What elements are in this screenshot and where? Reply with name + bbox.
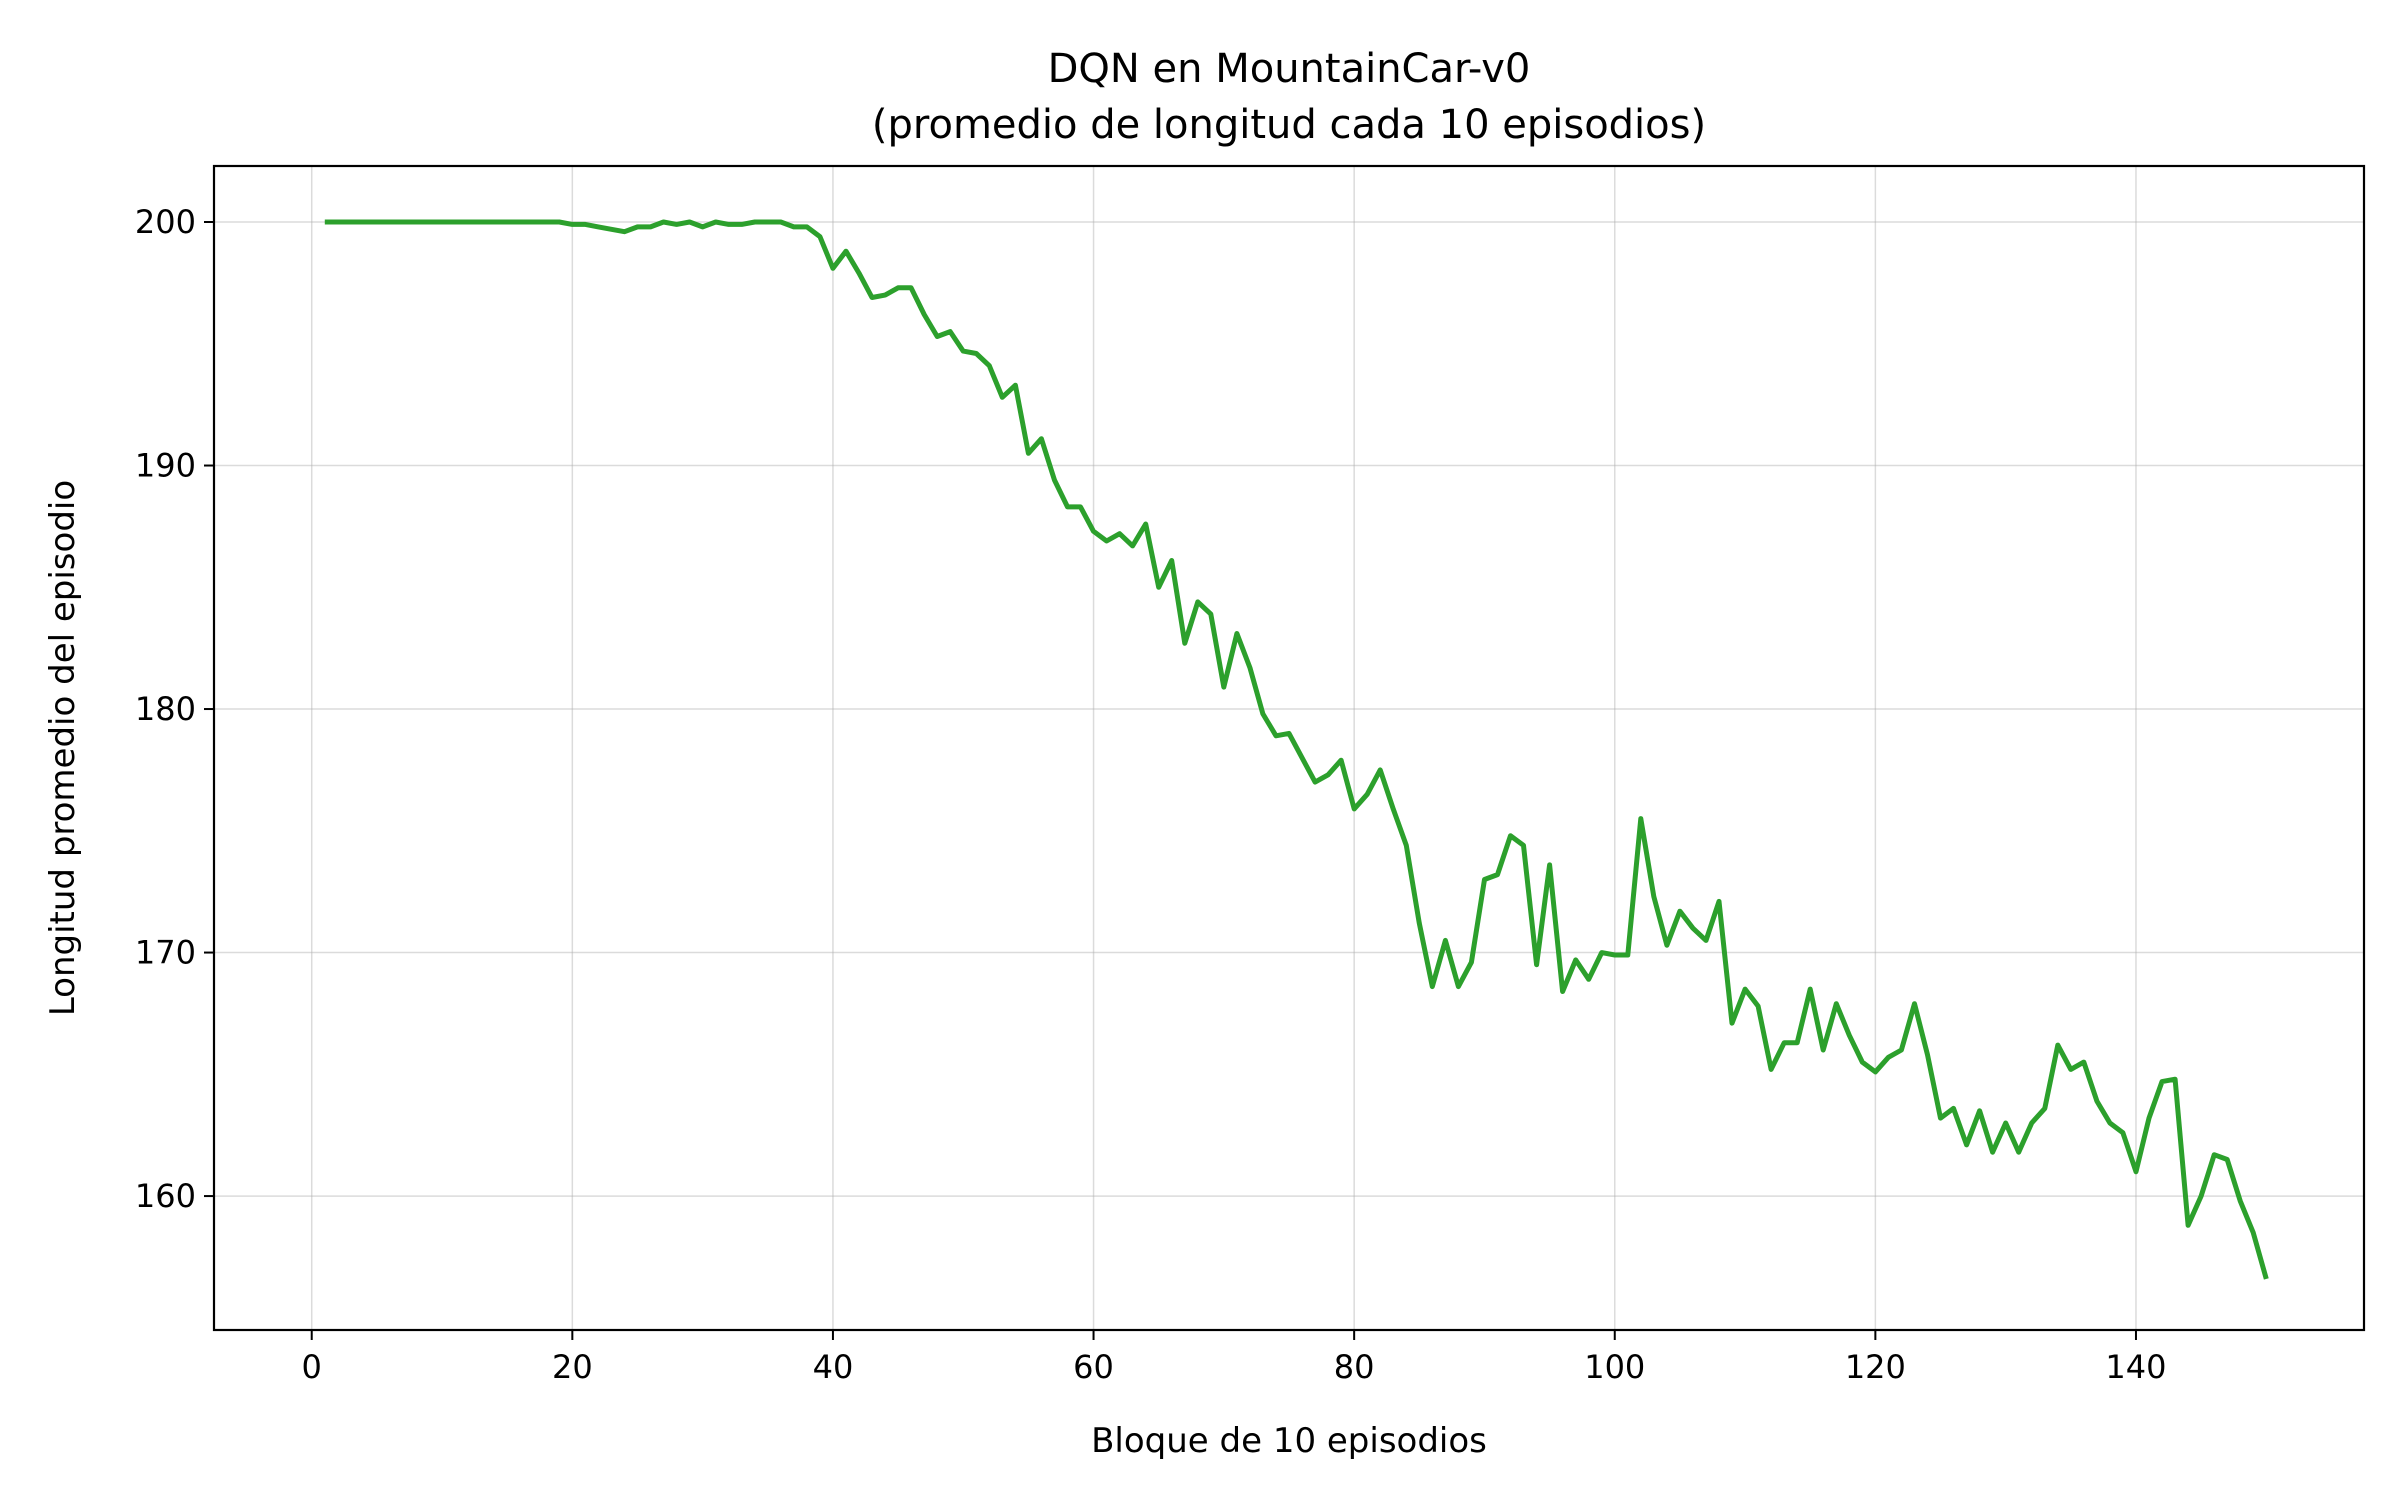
x-tick-label: 40 [813,1348,854,1386]
x-tick-label: 20 [552,1348,593,1386]
y-tick-label: 160 [135,1177,196,1215]
chart-title-line1: DQN en MountainCar-v0 [1048,46,1531,92]
grid [214,166,2364,1330]
series-line-layer [324,219,2269,1280]
y-tick-label: 170 [135,934,196,972]
chart-title-line2: (promedio de longitud cada 10 episodios) [872,102,1706,148]
plot-frame [212,164,2366,1332]
y-tick-label: 200 [135,203,196,241]
y-axis: 160 170 180 190 200 [135,203,214,1215]
x-axis-label: Bloque de 10 episodios [1091,1421,1487,1461]
x-tick-label: 120 [1845,1348,1906,1386]
x-tick-label: 0 [302,1348,322,1386]
y-tick-label: 180 [135,690,196,728]
x-tick-label: 60 [1073,1348,1114,1386]
x-axis: 0 20 40 60 80 100 120 140 [302,1330,2167,1386]
series-line-0 [324,219,2269,1280]
y-tick-label: 190 [135,447,196,485]
x-tick-label: 100 [1584,1348,1645,1386]
y-axis-label: Longitud promedio del episodio [43,480,83,1016]
x-tick-label: 80 [1334,1348,1375,1386]
x-tick-label: 140 [2105,1348,2166,1386]
